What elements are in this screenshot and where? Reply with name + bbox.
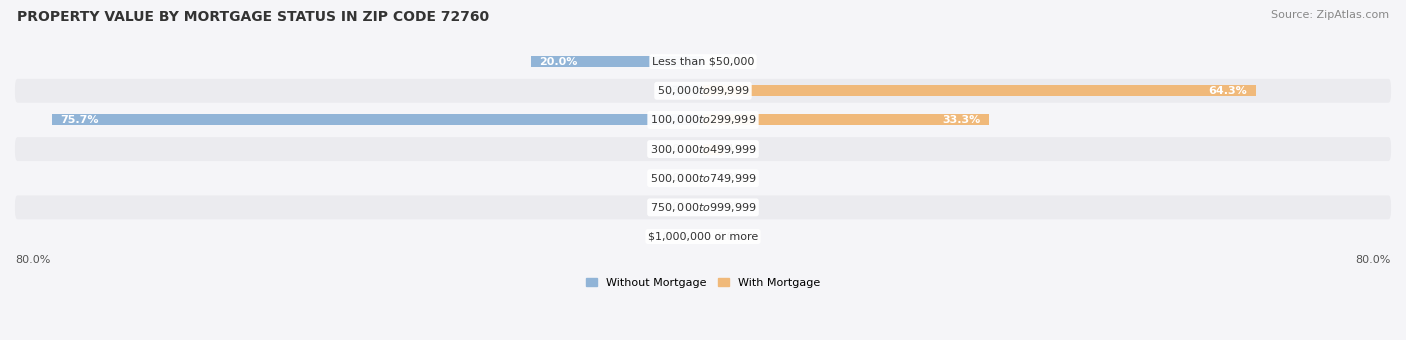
Text: 0.0%: 0.0% bbox=[662, 202, 690, 212]
Text: 64.3%: 64.3% bbox=[1209, 86, 1247, 96]
Text: 20.0%: 20.0% bbox=[540, 57, 578, 67]
Text: 0.0%: 0.0% bbox=[662, 144, 690, 154]
Bar bbox=[703, 115, 990, 125]
Text: 33.3%: 33.3% bbox=[942, 115, 981, 125]
Text: PROPERTY VALUE BY MORTGAGE STATUS IN ZIP CODE 72760: PROPERTY VALUE BY MORTGAGE STATUS IN ZIP… bbox=[17, 10, 489, 24]
FancyBboxPatch shape bbox=[15, 195, 1391, 219]
Text: 0.0%: 0.0% bbox=[716, 57, 744, 67]
Text: 0.0%: 0.0% bbox=[662, 173, 690, 183]
FancyBboxPatch shape bbox=[15, 79, 1391, 103]
FancyBboxPatch shape bbox=[15, 225, 1391, 249]
Text: $300,000 to $499,999: $300,000 to $499,999 bbox=[650, 142, 756, 156]
Text: 2.4%: 2.4% bbox=[716, 144, 744, 154]
Text: Less than $50,000: Less than $50,000 bbox=[652, 57, 754, 67]
Text: $50,000 to $99,999: $50,000 to $99,999 bbox=[657, 84, 749, 97]
Text: 4.3%: 4.3% bbox=[662, 86, 690, 96]
Text: $100,000 to $299,999: $100,000 to $299,999 bbox=[650, 114, 756, 126]
Text: 0.0%: 0.0% bbox=[662, 232, 690, 241]
Text: 0.0%: 0.0% bbox=[716, 173, 744, 183]
Bar bbox=[666, 85, 703, 96]
Bar bbox=[531, 56, 703, 67]
Text: 80.0%: 80.0% bbox=[15, 255, 51, 265]
FancyBboxPatch shape bbox=[15, 166, 1391, 190]
Legend: Without Mortgage, With Mortgage: Without Mortgage, With Mortgage bbox=[582, 274, 824, 292]
Bar bbox=[703, 85, 1256, 96]
Text: 0.0%: 0.0% bbox=[716, 232, 744, 241]
FancyBboxPatch shape bbox=[15, 108, 1391, 132]
Text: $750,000 to $999,999: $750,000 to $999,999 bbox=[650, 201, 756, 214]
Text: 75.7%: 75.7% bbox=[60, 115, 100, 125]
Text: 0.0%: 0.0% bbox=[716, 202, 744, 212]
Text: Source: ZipAtlas.com: Source: ZipAtlas.com bbox=[1271, 10, 1389, 20]
FancyBboxPatch shape bbox=[15, 137, 1391, 161]
Text: $500,000 to $749,999: $500,000 to $749,999 bbox=[650, 172, 756, 185]
FancyBboxPatch shape bbox=[15, 50, 1391, 73]
Bar bbox=[703, 143, 724, 155]
Text: $1,000,000 or more: $1,000,000 or more bbox=[648, 232, 758, 241]
Text: 80.0%: 80.0% bbox=[1355, 255, 1391, 265]
Bar bbox=[52, 115, 703, 125]
